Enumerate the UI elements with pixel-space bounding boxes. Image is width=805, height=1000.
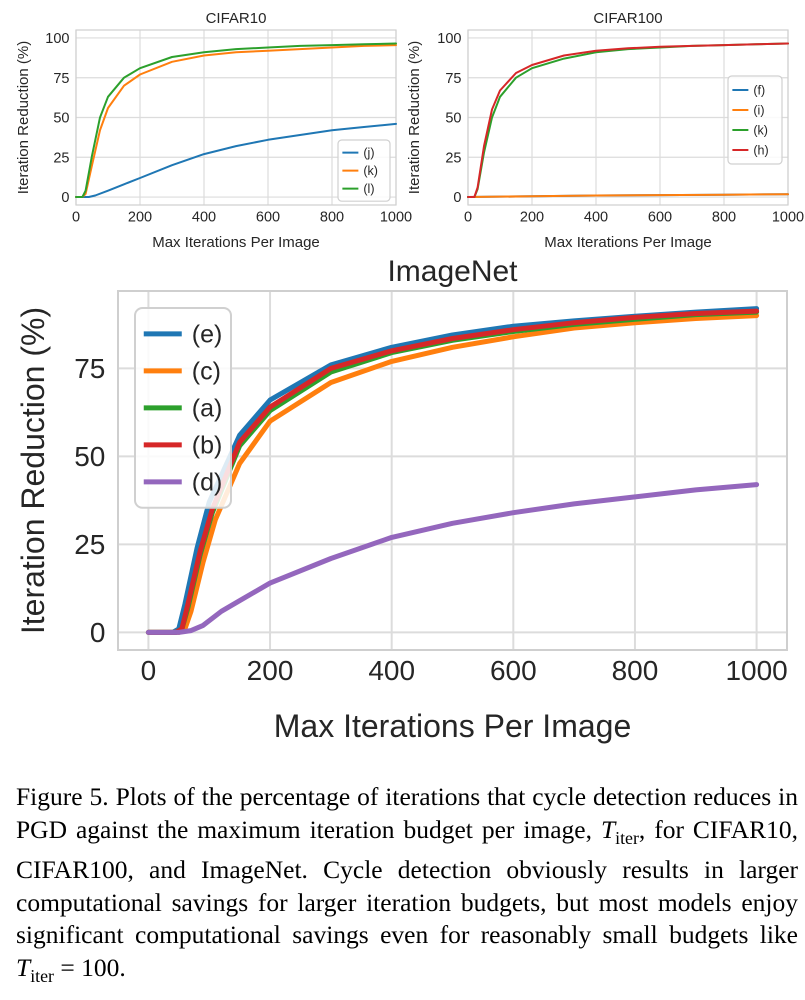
plot-frame (467, 29, 789, 206)
y-tick-label: 0 (453, 190, 461, 206)
caption-text-3: . (119, 952, 126, 982)
chart-title: CIFAR10 (206, 10, 267, 27)
y-axis-label: Iteration Reduction (%) (406, 41, 423, 194)
y-tick-label: 75 (74, 353, 105, 384)
caption-text-2: , for CIFAR10, CIFAR100, and ImageNet. C… (16, 814, 798, 950)
legend: (e) (c) (a) (b) (d) (134, 307, 232, 509)
series-line-c (145, 313, 760, 635)
legend-box (337, 139, 391, 202)
legend-box (134, 307, 232, 509)
series-line-b (145, 308, 760, 635)
x-tick-label: 800 (712, 210, 736, 226)
caption-math-var: Titer (600, 814, 639, 848)
x-tick-label: 1000 (380, 210, 412, 226)
legend: (j) (k) (l) (337, 139, 391, 202)
x-tick-label: 800 (612, 655, 659, 686)
legend-label: (k) (363, 164, 378, 178)
y-tick-label: 0 (61, 190, 69, 206)
caption-label: Figure 5. (16, 782, 109, 811)
caption-text-1: Plots of the percentage of iterations th… (16, 782, 798, 844)
x-axis-label: Max Iterations Per Image (274, 708, 631, 744)
legend-label: (i) (753, 103, 764, 117)
x-tick-label: 800 (320, 210, 344, 226)
y-axis-label: Iteration Reduction (%) (15, 41, 32, 194)
y-tick-label: 100 (437, 31, 461, 47)
y-tick-label: 50 (445, 111, 461, 127)
chart-title: ImageNet (387, 255, 518, 288)
series-line-j (75, 122, 397, 198)
legend-label: (f) (753, 83, 765, 97)
x-axis-label: Max Iterations Per Image (152, 234, 320, 251)
x-tick-label: 0 (464, 210, 472, 226)
plot-frame (117, 290, 788, 651)
x-tick-label: 0 (141, 655, 157, 686)
figure-caption: Figure 5. Plots of the percentage of ite… (16, 781, 798, 992)
legend-label: (e) (192, 321, 223, 349)
legend-label: (l) (363, 182, 374, 196)
imagenet-chart: 0 200 400 600 800 1000 0 25 50 75 ImageNet Max Iter… (15, 255, 788, 744)
x-tick-label: 400 (192, 210, 216, 226)
cifar100-chart: 0 200 400 600 800 1000 0 25 50 75 100 CIFAR100 Max I… (406, 10, 804, 251)
legend-label: (j) (363, 146, 374, 160)
legend-label: (a) (192, 395, 223, 423)
x-tick-label: 400 (584, 210, 608, 226)
series-line-l (75, 42, 397, 198)
y-tick-label: 0 (90, 617, 106, 648)
series-line-d (145, 482, 760, 635)
y-axis-label: Iteration Reduction (%) (15, 307, 51, 634)
series-line-k (75, 44, 397, 198)
series-line-h (467, 42, 789, 198)
y-tick-label: 50 (53, 111, 69, 127)
y-tick-label: 75 (445, 71, 461, 87)
x-tick-label: 1000 (772, 210, 804, 226)
x-tick-label: 200 (520, 210, 544, 226)
caption-math-eq: Titer = 100 (16, 952, 120, 986)
x-tick-label: 1000 (725, 655, 787, 686)
y-tick-label: 75 (53, 71, 69, 87)
x-tick-label: 200 (128, 210, 152, 226)
legend: (f) (i) (k) (h) (727, 75, 783, 165)
y-tick-label: 25 (53, 150, 69, 166)
x-tick-label: 400 (368, 655, 415, 686)
y-tick-label: 50 (74, 441, 105, 472)
legend-label: (d) (192, 469, 223, 497)
legend-label: (k) (753, 123, 768, 137)
y-tick-label: 100 (45, 31, 69, 47)
legend-box (727, 75, 783, 165)
y-tick-label: 25 (445, 150, 461, 166)
y-tick-label: 25 (74, 529, 105, 560)
legend-label: (h) (753, 143, 768, 157)
legend-label: (c) (192, 358, 221, 386)
plot-frame (75, 29, 397, 206)
cifar10-chart: 0 200 400 600 800 1000 0 25 50 75 100 CIFAR10 Max It… (15, 10, 412, 251)
x-tick-label: 200 (247, 655, 294, 686)
x-tick-label: 600 (256, 210, 280, 226)
legend-label: (b) (192, 432, 223, 460)
x-tick-label: 600 (490, 655, 537, 686)
series-line-i (467, 193, 789, 198)
x-axis-label: Max Iterations Per Image (544, 234, 712, 251)
chart-title: CIFAR100 (593, 10, 662, 27)
x-tick-label: 0 (72, 210, 80, 226)
x-tick-label: 600 (648, 210, 672, 226)
